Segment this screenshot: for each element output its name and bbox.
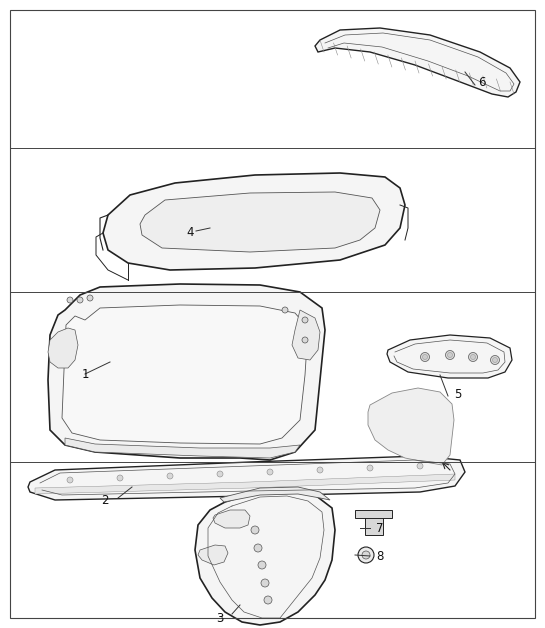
Polygon shape: [292, 310, 320, 360]
Circle shape: [254, 544, 262, 552]
Polygon shape: [35, 474, 455, 494]
Text: 3: 3: [216, 612, 223, 624]
Text: 1: 1: [81, 369, 89, 381]
Text: 6: 6: [479, 75, 486, 89]
Polygon shape: [65, 438, 300, 458]
Circle shape: [470, 354, 475, 359]
Circle shape: [261, 579, 269, 587]
Polygon shape: [368, 388, 454, 465]
Circle shape: [302, 317, 308, 323]
Text: 7: 7: [376, 521, 384, 534]
Circle shape: [251, 526, 259, 534]
Circle shape: [417, 463, 423, 469]
Circle shape: [317, 467, 323, 473]
Polygon shape: [365, 515, 383, 535]
Circle shape: [117, 475, 123, 481]
Text: 2: 2: [101, 494, 109, 507]
Text: 5: 5: [455, 389, 462, 401]
Circle shape: [77, 297, 83, 303]
Circle shape: [447, 352, 452, 357]
Polygon shape: [103, 173, 405, 270]
Circle shape: [493, 357, 498, 362]
Circle shape: [490, 355, 500, 364]
Circle shape: [367, 465, 373, 471]
Circle shape: [67, 297, 73, 303]
Circle shape: [258, 561, 266, 569]
Polygon shape: [198, 545, 228, 565]
Circle shape: [217, 471, 223, 477]
Polygon shape: [355, 510, 392, 518]
Circle shape: [167, 473, 173, 479]
Polygon shape: [213, 510, 250, 528]
Circle shape: [445, 350, 455, 359]
Circle shape: [67, 477, 73, 483]
Polygon shape: [315, 28, 520, 97]
Circle shape: [302, 337, 308, 343]
Polygon shape: [28, 456, 465, 500]
Polygon shape: [48, 284, 325, 460]
Circle shape: [264, 596, 272, 604]
Circle shape: [282, 307, 288, 313]
Circle shape: [362, 551, 370, 559]
Polygon shape: [62, 305, 308, 444]
Text: 4: 4: [186, 227, 194, 239]
Text: 8: 8: [376, 550, 384, 563]
Circle shape: [87, 295, 93, 301]
Circle shape: [422, 354, 427, 359]
Circle shape: [421, 352, 429, 362]
Polygon shape: [387, 335, 512, 378]
Polygon shape: [48, 328, 78, 368]
Circle shape: [469, 352, 477, 362]
Polygon shape: [220, 487, 330, 502]
Polygon shape: [195, 490, 335, 625]
Polygon shape: [140, 192, 380, 252]
Circle shape: [267, 469, 273, 475]
Circle shape: [358, 547, 374, 563]
